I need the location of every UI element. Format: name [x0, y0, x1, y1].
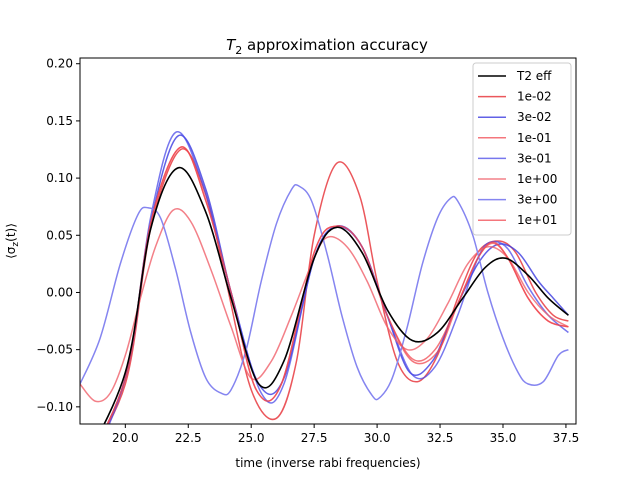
x-axis-label: time (inverse rabi frequencies)	[235, 456, 420, 470]
legend-label: 3e+00	[517, 193, 557, 207]
legend-label: 3e-02	[517, 110, 552, 124]
legend-box	[472, 62, 572, 236]
x-tick-label: 25.0	[238, 431, 265, 445]
legend-label: 1e-02	[517, 90, 552, 104]
y-tick-label: 0.05	[46, 228, 73, 242]
legend-label: 3e-01	[517, 151, 552, 165]
y-tick-label: 0.00	[46, 285, 73, 299]
x-tick-label: 32.5	[427, 431, 454, 445]
x-tick-label: 27.5	[301, 431, 328, 445]
x-tick-label: 35.0	[490, 431, 517, 445]
legend-label: 1e+01	[517, 213, 557, 227]
legend-label: T2 eff	[516, 69, 552, 83]
x-tick-label: 37.5	[553, 431, 580, 445]
y-tick-label: −0.10	[36, 400, 73, 414]
series-line-1e-02	[107, 148, 569, 424]
y-tick-label: 0.10	[46, 171, 73, 185]
series-line-t2-eff	[103, 166, 569, 424]
legend-label: 1e-01	[517, 131, 552, 145]
plot-area	[80, 131, 569, 424]
series-line-1e-01	[106, 146, 569, 424]
x-tick-label: 20.0	[112, 431, 139, 445]
chart-title: T2 approximation accuracy	[226, 36, 428, 57]
legend-label: 1e+00	[517, 172, 557, 186]
y-tick-label: 0.20	[46, 57, 73, 71]
x-axis: 20.0 22.5 25.0 27.5 30.0 32.5 35.0 37.5	[112, 424, 579, 445]
y-tick-label: −0.05	[36, 343, 73, 357]
legend: T2 eff 1e-02 3e-02 1e-01 3e-01 1e+00 3e+00 1e+0…	[472, 62, 572, 236]
y-axis-label: ⟨σz(t)⟩	[4, 223, 21, 259]
x-tick-label: 30.0	[364, 431, 391, 445]
x-tick-label: 22.5	[175, 431, 202, 445]
y-tick-label: 0.15	[46, 114, 73, 128]
y-axis: −0.10 −0.05 0.00 0.05 0.10 0.15 0.20	[36, 57, 80, 414]
axes-frame	[79, 57, 577, 425]
series-line-3e-00	[80, 183, 569, 401]
